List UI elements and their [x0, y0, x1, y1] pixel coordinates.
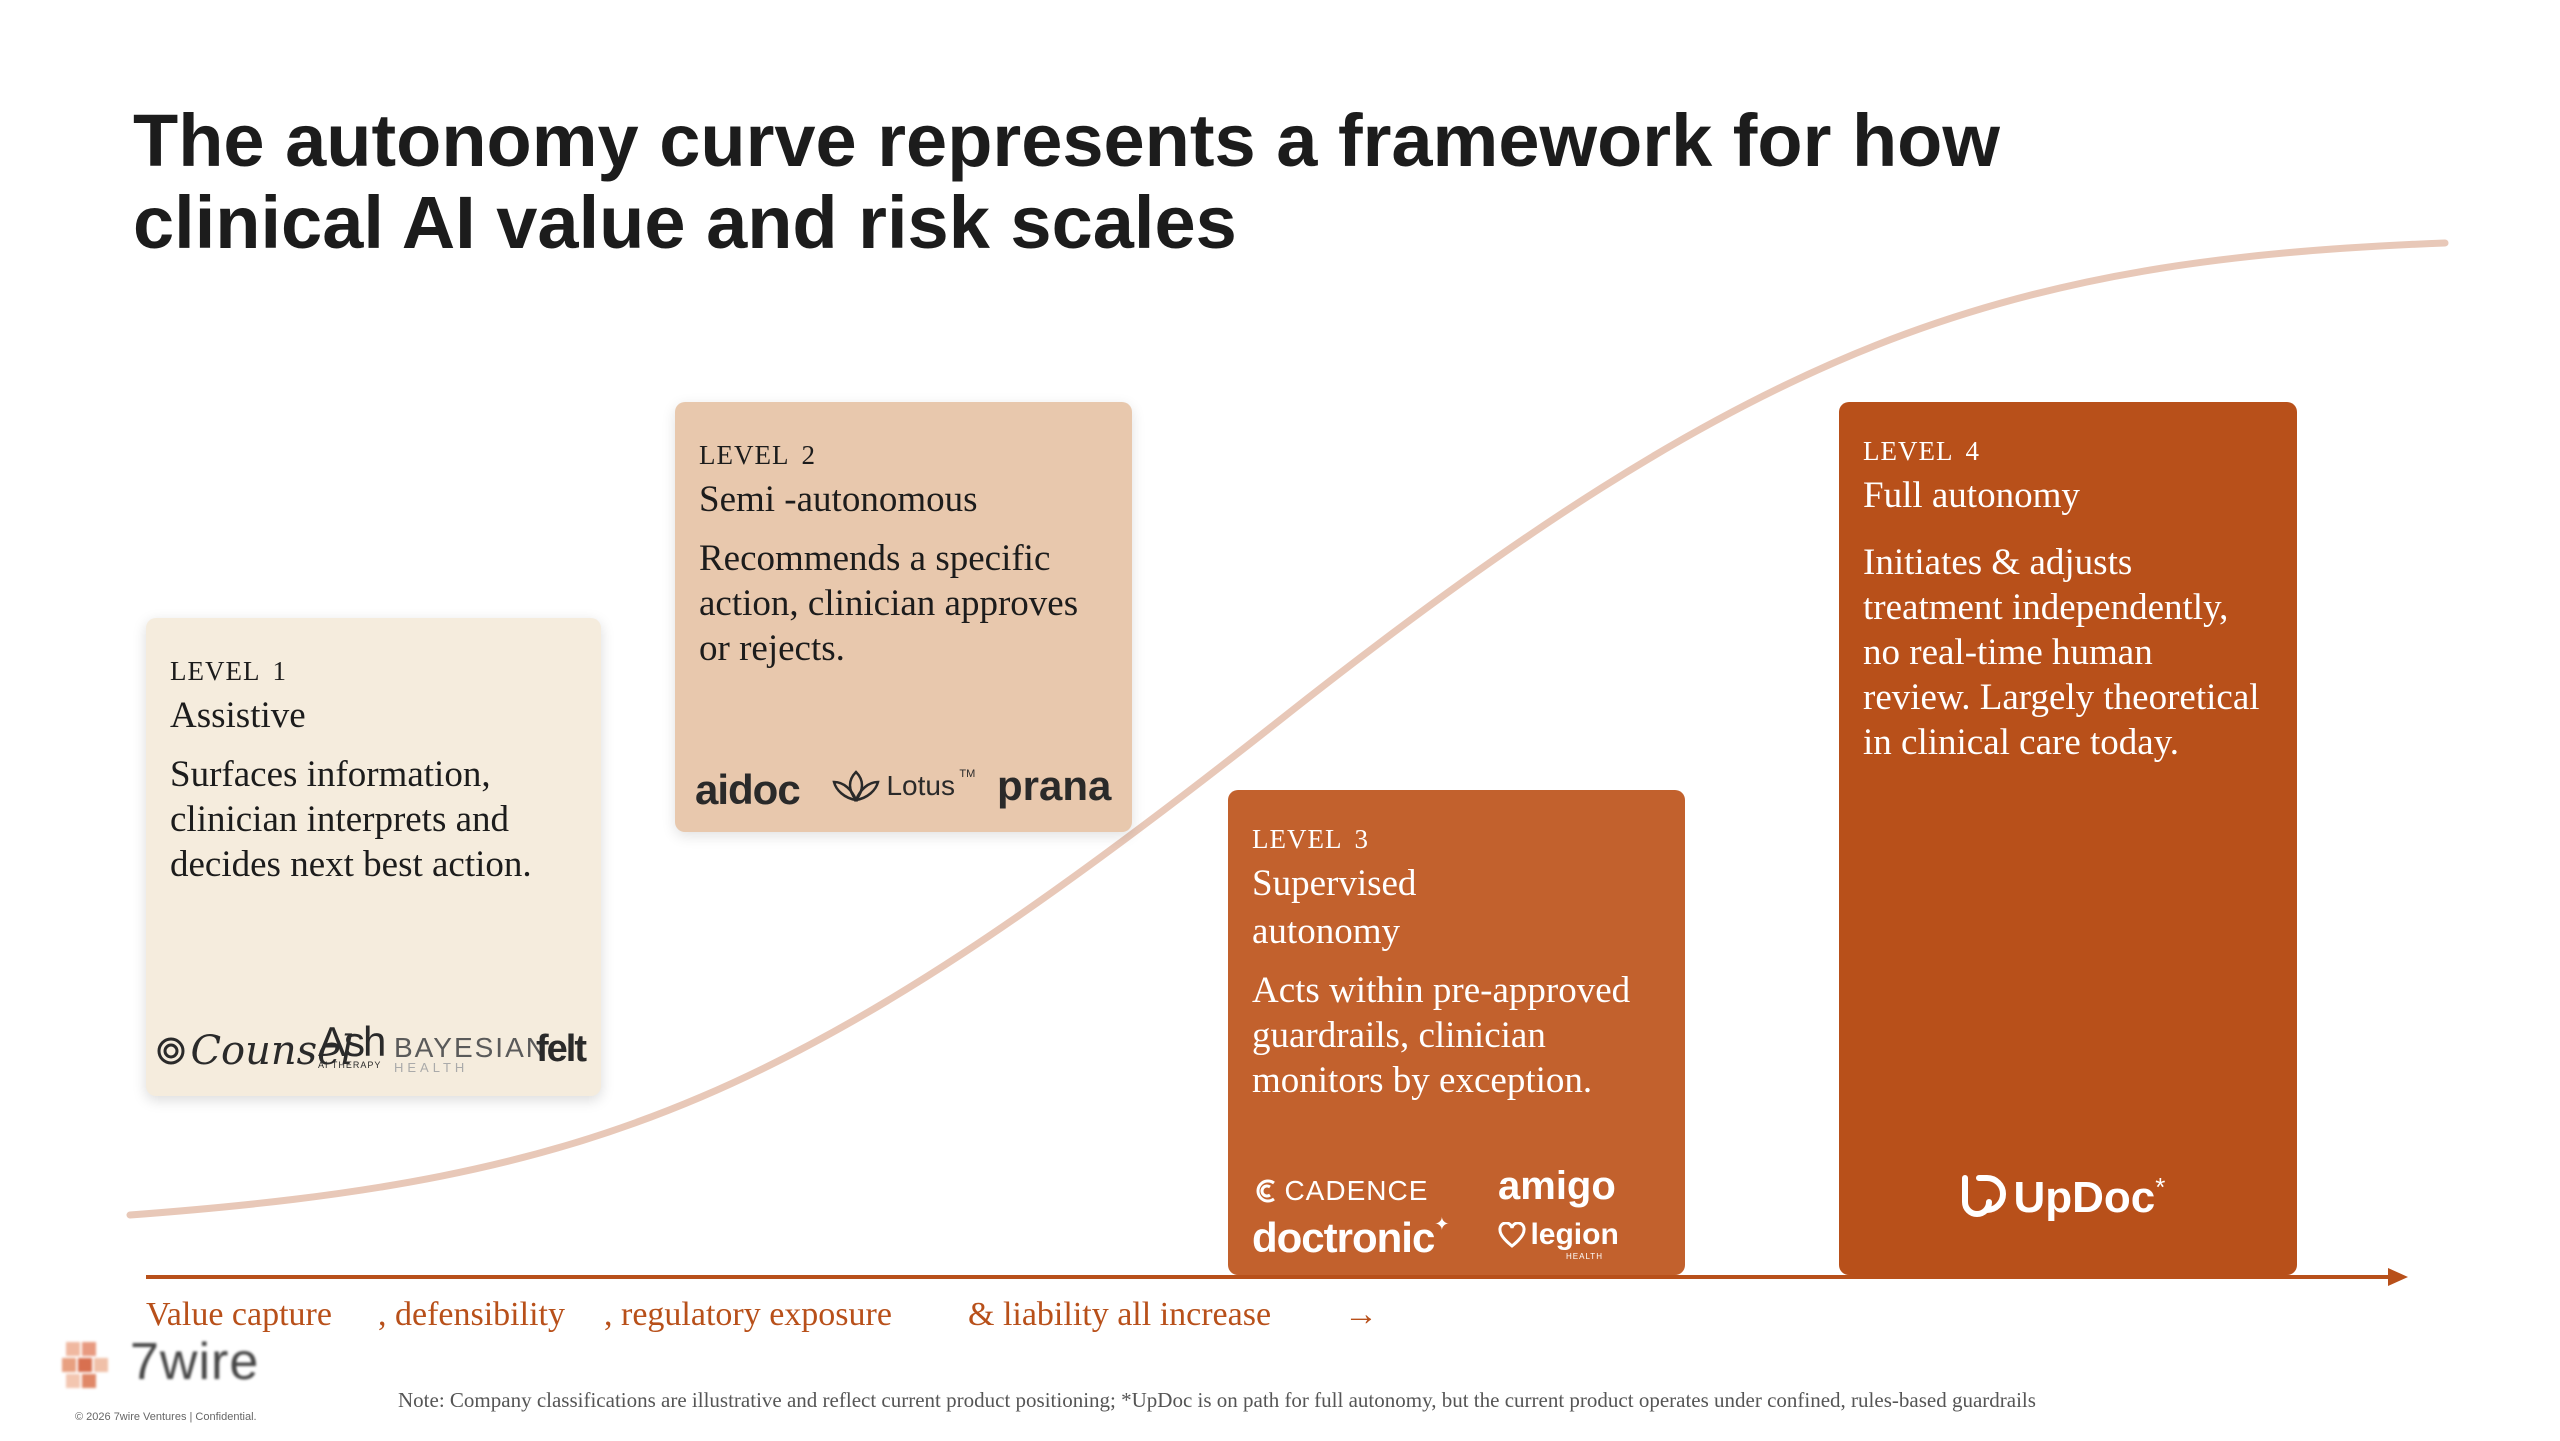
level-3-description: Acts within pre-approved guardrails, cli…: [1252, 970, 1631, 1101]
level-2-card: LEVEL 2 Semi -autonomous Recommends a spe…: [675, 402, 1132, 832]
level-4-card: LEVEL 4 Full autonomy Initiates & adjusts…: [1839, 402, 2297, 1275]
brand-logo: 7wire: [60, 1333, 258, 1403]
level-4-name: Full autonomy: [1863, 475, 2080, 516]
legion-health-logo: legion HEALTH: [1498, 1218, 1619, 1261]
asterisk-icon: *: [2155, 1172, 2166, 1202]
axis-label-regulatory-exposure: , regulatory exposure: [604, 1296, 892, 1333]
level-3-card: LEVEL 3 Supervised autonomy Acts within p…: [1228, 790, 1685, 1275]
cadence-c-icon: [1256, 1179, 1275, 1203]
aidoc-logo: aidoc: [695, 766, 801, 813]
lotus-flower-icon: [832, 770, 880, 803]
legion-heart-icon: [1498, 1221, 1526, 1248]
trademark-icon: TM: [959, 768, 976, 780]
amigo-logo: amigo: [1498, 1164, 1616, 1208]
level-4-label: LEVEL 4: [1863, 436, 1980, 466]
brand-name: 7wire: [130, 1333, 260, 1391]
level-3-name: Supervised autonomy: [1252, 863, 1417, 952]
counsel-logo: Counsel: [156, 1028, 354, 1074]
title-line-2: clinical AI value and risk scales: [133, 181, 1237, 264]
level-2-label: LEVEL 2: [699, 440, 816, 470]
doctronic-logo: doctronic✦: [1252, 1214, 1450, 1261]
level-1-label: LEVEL 1: [170, 656, 287, 686]
axis-label-defensibility: , defensibility: [378, 1296, 565, 1333]
level-2-name: Semi -autonomous: [699, 479, 978, 520]
7wire-mark-icon: [62, 1342, 108, 1388]
level-1-card: LEVEL 1 Assistive Surfaces information, c…: [146, 618, 601, 1096]
level-1-name: Assistive: [170, 695, 306, 736]
felt-logo: felt: [536, 1028, 587, 1070]
sparkle-icon: ✦: [1434, 1214, 1450, 1234]
cadence-logo: CADENCE: [1252, 1175, 1428, 1207]
axis-label-value-capture: Value capture: [146, 1296, 332, 1333]
bayesian-health-logo: BAYESIAN HEALTH: [394, 1032, 548, 1075]
level-4-description: Initiates & adjusts treatment independen…: [1863, 542, 2260, 763]
title-line-1: The autonomy curve represents a framewor…: [133, 99, 2000, 182]
level-1-description: Surfaces information, clinician interpre…: [170, 754, 532, 885]
footnote: Note: Company classifications are illust…: [398, 1388, 2036, 1412]
level-3-label: LEVEL 3: [1252, 824, 1369, 854]
updoc-logo: UpDoc*: [1959, 1172, 2165, 1224]
counsel-swirl-icon: [157, 1037, 185, 1065]
level-2-description: Recommends a specific action, clinician …: [699, 538, 1079, 669]
lotus-logo: Lotus TM: [830, 768, 975, 804]
prana-logo: prana: [997, 762, 1112, 809]
copyright-text: © 2026 7wire Ventures | Confidential.: [75, 1411, 257, 1423]
autonomy-curve-path: [126, 239, 2449, 1219]
axis-label-liability: & liability all increase: [968, 1296, 1272, 1333]
axis-arrow-glyph: →: [1344, 1296, 1378, 1333]
page-title: The autonomy curve represents a framewor…: [133, 100, 2133, 264]
ash-logo: Ash AI THERAPY: [318, 1018, 386, 1070]
updoc-mark-icon: [1962, 1175, 2006, 1217]
